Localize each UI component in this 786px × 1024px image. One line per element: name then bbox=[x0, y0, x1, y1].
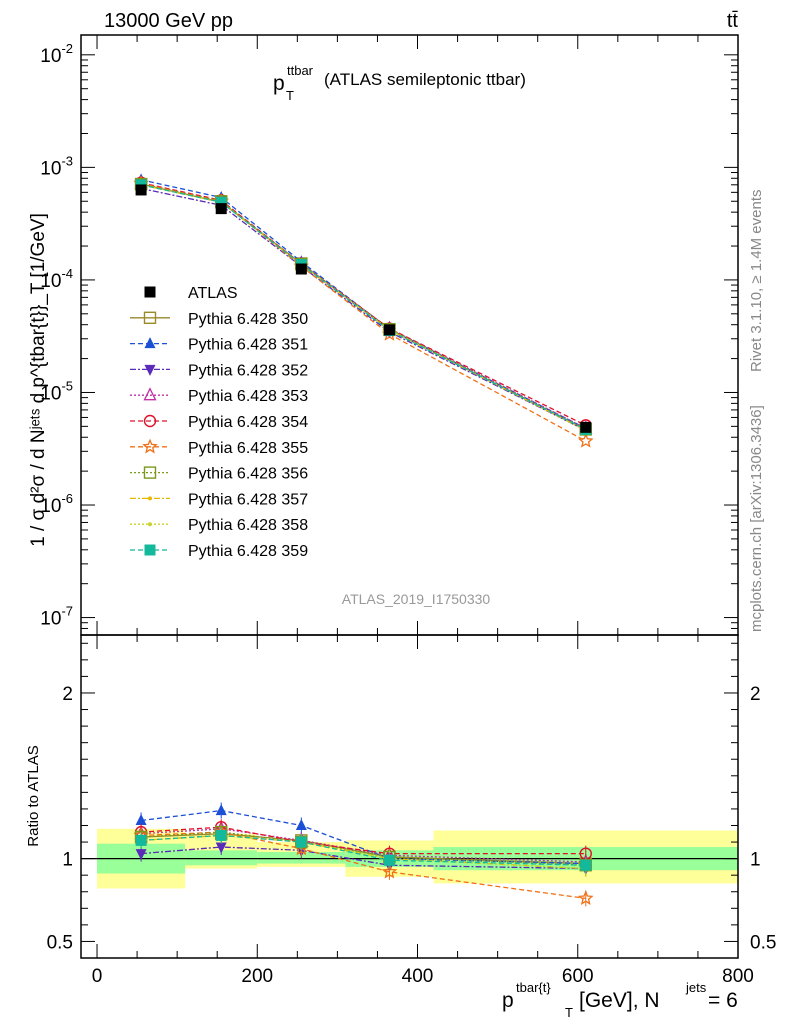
ratio-y-tick-label-right: 2 bbox=[750, 684, 761, 705]
legend-label: Pythia 6.428 354 bbox=[188, 414, 308, 431]
legend-label: Pythia 6.428 355 bbox=[188, 440, 308, 457]
ratio-plot-series bbox=[133, 802, 594, 907]
ratio-series-point bbox=[381, 863, 398, 879]
main-y-tick-label: 10-3 bbox=[40, 153, 73, 179]
ratio-y-tick-label: 1 bbox=[62, 850, 73, 871]
ratio-series-point bbox=[578, 890, 594, 905]
ratio-x-tick-label: 400 bbox=[402, 966, 434, 987]
ratio-x-tick-label: 0 bbox=[92, 966, 103, 987]
mcplots-label: mcplots.cern.ch [arXiv:1306.3436] bbox=[748, 405, 765, 632]
ratio-series-point bbox=[135, 849, 147, 861]
xlabel-superscript: tbar{t} bbox=[516, 980, 551, 995]
ratio-x-tick-label: 800 bbox=[722, 966, 754, 987]
legend-marker bbox=[143, 387, 157, 401]
legend-label: Pythia 6.428 359 bbox=[188, 543, 308, 560]
ratio-plot-frame bbox=[80, 634, 739, 959]
ratio-series-point bbox=[135, 814, 147, 826]
legend-label: Pythia 6.428 356 bbox=[188, 466, 308, 483]
legend-label: Pythia 6.428 352 bbox=[188, 362, 308, 379]
title-subscript: T bbox=[286, 88, 294, 103]
atlas-data-point bbox=[215, 203, 227, 215]
ratio-y-tick-label: 2 bbox=[62, 684, 73, 705]
analysis-tag: ATLAS_2019_I1750330 bbox=[342, 591, 491, 607]
legend-atlas-marker bbox=[144, 286, 156, 298]
legend-label: Pythia 6.428 351 bbox=[188, 337, 308, 354]
ratio-y-tick-label-right: 0.5 bbox=[750, 932, 776, 953]
legend-label: Pythia 6.428 358 bbox=[188, 517, 308, 534]
title-rest: (ATLAS semileptonic ttbar) bbox=[324, 70, 526, 89]
header-left-label: 13000 GeV pp bbox=[104, 10, 233, 32]
legend-marker bbox=[144, 364, 156, 376]
title-main: p bbox=[273, 72, 285, 95]
legend-marker bbox=[144, 544, 156, 556]
legend-marker bbox=[143, 311, 157, 324]
legend-label: Pythia 6.428 357 bbox=[188, 491, 308, 508]
xlabel-superscript-jets: jets bbox=[685, 980, 707, 995]
atlas-data-point bbox=[383, 324, 395, 336]
ratio-series-point bbox=[295, 836, 307, 848]
ratio-y-tick-label-right: 1 bbox=[750, 850, 761, 871]
main-ylabel-text: 1 / σ d²σ / d Nʲᵉᵗˢ d p^{tbar{t}}_T [1/G… bbox=[28, 213, 49, 547]
ratio-series-point bbox=[383, 854, 395, 866]
xlabel-end: = 6 bbox=[708, 989, 738, 1012]
legend-marker bbox=[148, 496, 152, 501]
legend-marker bbox=[142, 438, 158, 454]
ratio-series-point bbox=[295, 818, 307, 830]
legend-label: Pythia 6.428 353 bbox=[188, 388, 308, 405]
main-plot-reference-points bbox=[135, 184, 592, 433]
ratio-series-point bbox=[215, 804, 227, 816]
rivet-version-label: Rivet 3.1.10, ≥ 1.4M events bbox=[748, 190, 765, 373]
main-y-tick-label: 10-6 bbox=[40, 491, 73, 517]
legend-atlas-label: ATLAS bbox=[188, 285, 238, 302]
ratio-series-point bbox=[215, 842, 227, 854]
main-y-tick-label: 10-5 bbox=[40, 378, 73, 404]
ratio-x-tick-label: 600 bbox=[562, 966, 594, 987]
main-series-point bbox=[215, 196, 227, 208]
ratio-x-axis-label: p tbar{t} T [GeV], N jets = 6 bbox=[502, 980, 738, 1020]
ratio-ylabel: Ratio to ATLAS bbox=[25, 745, 42, 846]
legend-label: Pythia 6.428 350 bbox=[188, 311, 308, 328]
xlabel-rest: [GeV], N bbox=[579, 989, 660, 1012]
ratio-y-tick-label: 0.5 bbox=[47, 932, 73, 953]
main-plot-frame bbox=[80, 34, 739, 636]
legend: ATLAS Pythia 6.428 350 Pythia 6.428 351 Pyt… bbox=[130, 285, 308, 560]
main-y-tick-label: 10-2 bbox=[40, 41, 73, 67]
atlas-data-point bbox=[135, 184, 147, 196]
main-y-tick-label: 10-7 bbox=[40, 604, 73, 630]
legend-marker bbox=[148, 522, 152, 527]
legend-marker bbox=[143, 466, 157, 479]
main-y-axis-label: 1 / σ d²σ / d Nʲᵉᵗˢ d p^{tbar{t}}_T [1/G… bbox=[28, 213, 49, 547]
ratio-x-tick-label: 200 bbox=[241, 966, 273, 987]
inner-band-bin bbox=[185, 850, 258, 866]
ratio-plot-axes: 0.5 0.5 1 1 2 2 0 200 400 600 800 bbox=[47, 634, 776, 987]
atlas-data-point bbox=[295, 263, 307, 275]
legend-marker bbox=[144, 337, 156, 349]
main-series-point bbox=[578, 432, 594, 448]
legend-marker bbox=[143, 414, 157, 428]
atlas-data-point bbox=[580, 421, 592, 433]
main-plot-title: p ttbar T (ATLAS semileptonic ttbar) bbox=[273, 63, 526, 103]
title-superscript: ttbar bbox=[287, 63, 314, 78]
ratio-series-point bbox=[135, 834, 147, 846]
xlabel-subscript: T bbox=[565, 1005, 573, 1020]
xlabel-main: p bbox=[502, 989, 514, 1012]
main-y-tick-label: 10-4 bbox=[40, 266, 73, 292]
header-right-label: tt̄ bbox=[727, 10, 739, 32]
ratio-series-point bbox=[215, 829, 227, 841]
ratio-series-point bbox=[580, 859, 592, 871]
